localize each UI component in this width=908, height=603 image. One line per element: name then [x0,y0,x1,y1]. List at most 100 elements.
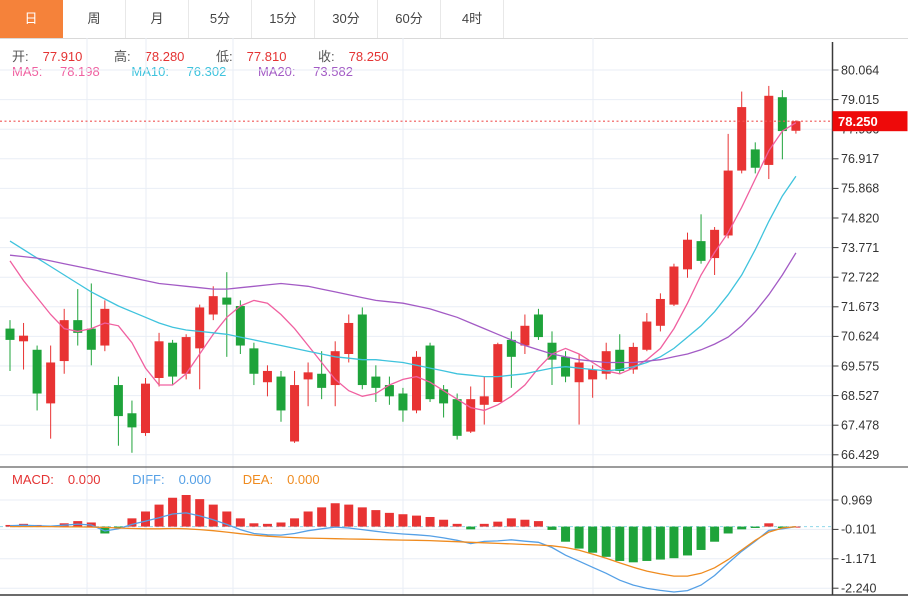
macd-hist-bar [737,526,747,530]
price-marker-badge [832,111,908,132]
candle-body [100,308,110,346]
tab-week[interactable]: 周 [63,0,126,38]
macd-hist-bar [141,511,150,527]
ma-line-ma5 [9,122,797,412]
candle-body [439,389,449,404]
macd-hist-bar [425,516,435,527]
candle-body [574,362,584,383]
macd-hist-bar [561,526,571,542]
macd-hist-bar [262,523,272,527]
macd-hist-bar [696,526,706,550]
macd-hist-bar [290,518,300,527]
macd-hist-bar [208,504,218,527]
candle-body [384,385,394,397]
candle-body [425,345,435,400]
kline-chart-svg[interactable]: 80.06479.01577.96676.91775.86874.82073.7… [0,38,908,603]
period-toolbar: 日周月 5分 15分 30分 60分 4时 [0,0,908,39]
candle-body [642,321,652,350]
macd-hist-bar [574,526,584,549]
macd-hist-bar [533,521,543,527]
macd-hist-bar [412,515,421,527]
candle-body [398,393,408,411]
candle-body [317,373,327,388]
y-axis-label: 75.868 [841,182,879,196]
y-axis-label: 76.917 [841,152,879,166]
tab-4h[interactable]: 4时 [441,0,504,38]
macd-hist-bar [723,526,733,534]
candle-body [452,399,462,436]
candle-body [19,335,29,342]
candle-body [208,296,218,315]
candle-body [710,229,720,259]
macd-hist-bar [520,519,530,527]
candle-body [737,107,747,171]
y-axis-label: 74.820 [841,211,879,225]
candle-body [46,362,56,404]
y-axis-label: 68.527 [841,389,879,403]
candle-body [750,149,760,168]
candle-body [59,320,69,362]
tab-day[interactable]: 日 [0,0,63,38]
macd-hist-bar [276,522,286,527]
macd-hist-bar [710,526,720,542]
candle-body [222,297,232,305]
tab-15min[interactable]: 15分 [252,0,315,38]
candle-body [344,322,354,355]
macd-hist-bar [303,511,313,527]
candle-body [683,239,692,270]
dea-line [10,525,796,577]
candle-body [791,121,801,131]
macd-hist-bar [506,518,516,527]
macd-axis-label: -2.240 [841,582,876,596]
y-axis-label: 71.673 [841,300,879,314]
candle-body [249,348,259,374]
macd-hist-bar [168,497,178,527]
macd-hist-bar [669,526,679,559]
candle-body [235,306,245,346]
candle-body [154,341,164,378]
tab-60min[interactable]: 60分 [378,0,441,38]
candle-body [5,328,15,340]
candle-body [723,170,733,236]
candle-body [127,413,137,428]
candle-body [303,372,313,380]
chart-area[interactable]: 80.06479.01577.96676.91775.86874.82073.7… [0,38,908,603]
candle-body [615,349,625,371]
candle-body [588,369,598,380]
candle-body [330,351,340,386]
price-marker-value: 78.250 [838,114,878,129]
candle-body [290,385,300,442]
macd-hist-bar [466,526,476,530]
tab-30min[interactable]: 30分 [315,0,378,38]
candle-body [357,314,367,386]
candle-body [412,356,421,411]
macd-axis-label: -0.101 [841,523,876,537]
macd-axis-label: -1.171 [841,552,876,566]
candle-body [696,241,706,261]
macd-hist-bar [357,507,367,527]
macd-hist-bar [655,526,665,560]
macd-hist-bar [601,526,611,557]
candle-body [73,320,83,333]
macd-hist-bar [628,526,638,563]
candle-body [777,97,787,132]
macd-axis-label: 0.969 [841,493,872,507]
tab-5min[interactable]: 5分 [189,0,252,38]
candle-body [32,349,42,394]
macd-hist-bar [100,526,110,534]
macd-hist-bar [439,519,449,527]
y-axis-label: 66.429 [841,448,879,462]
macd-hist-bar [588,526,598,553]
candle-body [669,266,679,305]
candle-body [547,342,557,360]
y-axis-label: 67.478 [841,419,879,433]
candle-body [262,370,272,383]
candle-body [506,339,516,357]
candle-body [371,376,381,388]
tab-month[interactable]: 月 [126,0,189,38]
macd-hist-bar [398,514,408,527]
macd-hist-bar [330,503,340,527]
macd-hist-bar [235,518,245,527]
macd-hist-bar [642,526,652,561]
